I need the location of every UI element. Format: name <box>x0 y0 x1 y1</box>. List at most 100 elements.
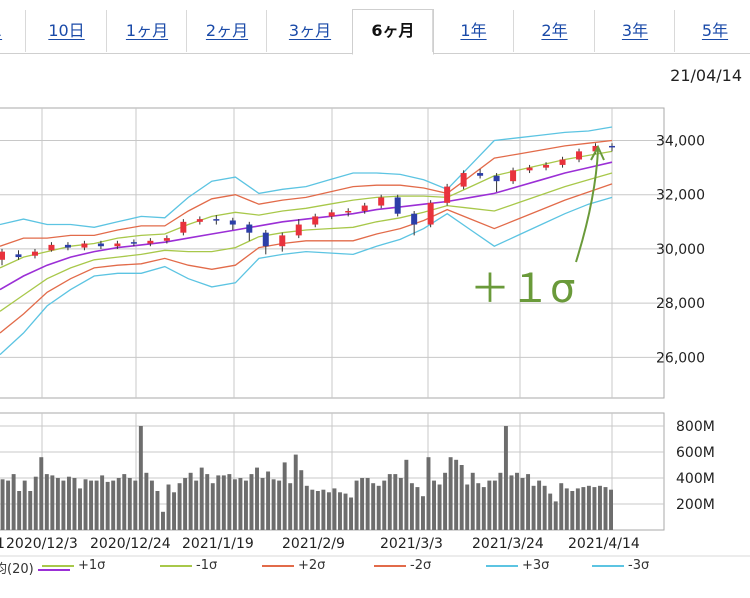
legend-item: -2σ <box>374 558 431 573</box>
volume-bar <box>509 475 514 530</box>
candle-body <box>477 173 484 176</box>
annotation-label: ＋１σ <box>470 266 575 312</box>
tab-label: 10日 <box>48 21 85 40</box>
volume-bar <box>470 472 475 530</box>
legend-label: 均(20) <box>0 562 34 577</box>
volume-bar <box>581 487 586 530</box>
candle-body <box>543 164 550 168</box>
volume-bar <box>28 491 33 530</box>
date-axis: 1 2020/12/3 2020/12/24 2021/1/19 2021/2/9 202… <box>0 536 750 557</box>
volume-bar <box>542 485 547 530</box>
tab-8[interactable]: 3年 <box>594 10 675 52</box>
volume-bar <box>570 491 575 530</box>
volume-bar <box>409 483 414 530</box>
tab-1[interactable]: 10日 <box>25 10 107 52</box>
legend-label: -3σ <box>628 558 650 573</box>
date-tick-label: 2020/12/24 <box>90 536 171 552</box>
volume-bar <box>481 487 486 530</box>
legend-swatch <box>486 564 518 567</box>
volume-tick-label: 800M <box>676 419 715 435</box>
candle-body <box>64 244 71 248</box>
volume-bar <box>398 478 403 530</box>
volume-bar <box>255 467 259 530</box>
volume-bar <box>161 511 165 530</box>
candle-body <box>411 213 418 225</box>
volume-bar <box>155 491 160 530</box>
tab-0[interactable]: 1 <box>0 10 17 52</box>
volume-bar <box>177 483 182 530</box>
sigma-annotation: ＋１σ <box>470 144 605 312</box>
candle-body <box>378 197 385 206</box>
tab-4[interactable]: 3ヶ月 <box>266 10 353 52</box>
volume-bar <box>227 474 232 530</box>
volume-bar <box>266 471 271 530</box>
volume-bar <box>454 459 459 530</box>
volume-bar <box>553 501 558 530</box>
candle-body <box>427 202 434 225</box>
candle-body <box>213 219 220 221</box>
volume-bar <box>304 485 309 530</box>
candle-body <box>295 224 302 236</box>
volume-bar <box>443 472 448 530</box>
tab-7[interactable]: 2年 <box>513 10 595 52</box>
tab-9[interactable]: 5年 <box>674 10 750 52</box>
volume-bar <box>459 465 464 530</box>
volume-bar <box>122 474 127 530</box>
volume-bar <box>393 474 398 530</box>
volume-bar <box>476 483 481 530</box>
volume-bar <box>575 488 580 530</box>
volume-bar <box>503 426 508 530</box>
tab-5[interactable]: 6ヶ月 <box>352 9 434 55</box>
candle-body <box>279 235 286 247</box>
volume-bar <box>94 480 99 530</box>
volume-bar <box>22 480 27 530</box>
candle-body <box>576 151 583 160</box>
volume-bar <box>338 492 342 530</box>
annotation-arrowhead <box>590 144 605 161</box>
volume-bar <box>44 474 49 530</box>
volume-bar <box>78 488 82 530</box>
volume-bar <box>127 478 132 530</box>
candle-body <box>526 167 533 171</box>
minus-3-sigma-line <box>0 196 613 356</box>
legend-item: +1σ <box>42 558 105 573</box>
tab-3[interactable]: 2ヶ月 <box>186 10 267 52</box>
candle-body <box>262 232 269 247</box>
volume-bar <box>520 478 525 530</box>
volume-bar <box>133 480 138 530</box>
volume-bar <box>89 480 94 530</box>
volume-bar <box>100 475 105 530</box>
volume-bar <box>243 480 248 530</box>
volume-bar <box>282 462 287 530</box>
volume-bar <box>260 478 265 530</box>
volume-bar <box>6 480 11 530</box>
volume-bar <box>149 480 154 530</box>
legend: 均(20) +1σ -1σ +2σ -2σ +3σ -3σ <box>0 556 750 578</box>
minus-1-sigma-line <box>0 172 613 312</box>
volume-tick-label: 200M <box>676 497 715 513</box>
volume-bar <box>111 480 116 530</box>
volume-bar <box>299 470 304 530</box>
tab-label: 2年 <box>541 21 568 40</box>
tab-2[interactable]: 1ヶ月 <box>106 10 187 52</box>
candle-body <box>130 242 137 244</box>
candle-body <box>493 175 500 182</box>
candle-body <box>444 186 451 203</box>
tab-label: 6ヶ月 <box>371 21 415 40</box>
volume-bar <box>183 478 188 530</box>
price-tick-label: 30,000 <box>656 242 705 258</box>
volume-bar <box>609 489 613 530</box>
volume-bar <box>592 487 597 530</box>
plus-2-sigma-line <box>0 139 613 247</box>
volume-bar <box>33 476 38 530</box>
legend-item: +3σ <box>486 558 549 573</box>
tab-6[interactable]: 1年 <box>432 10 514 52</box>
legend-label: -1σ <box>196 558 218 573</box>
latest-date: 21/04/14 <box>670 66 742 85</box>
legend-label: -2σ <box>410 558 432 573</box>
volume-bar <box>598 485 602 530</box>
volume-bar <box>365 478 370 530</box>
candle-body <box>48 244 55 251</box>
legend-swatch <box>262 564 294 567</box>
candle-body <box>0 251 5 260</box>
